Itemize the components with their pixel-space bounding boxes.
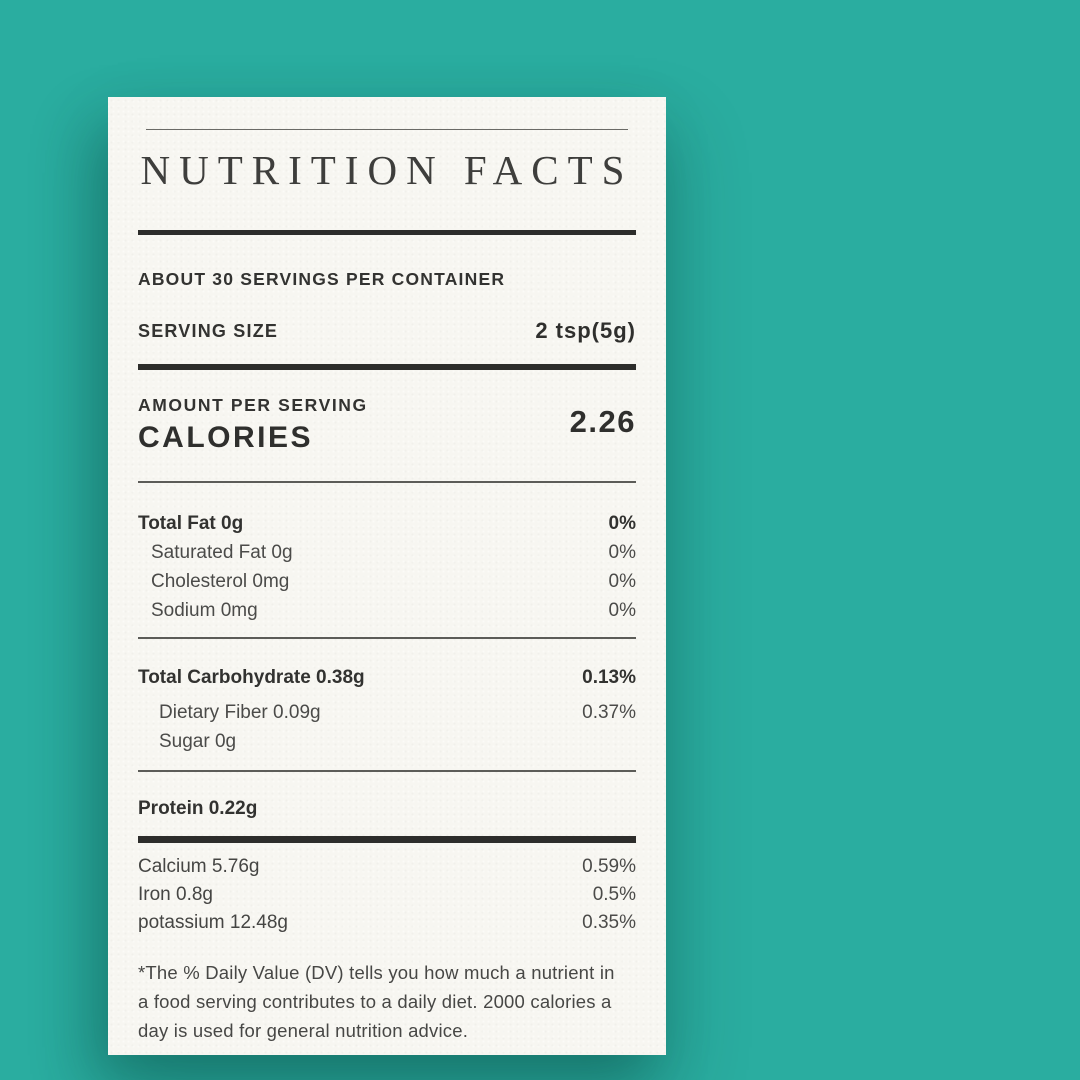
nutrient-dv: 0.35%	[582, 912, 636, 933]
label-title: NUTRITION FACTS	[140, 147, 634, 193]
nutrient-row-saturated-fat: Saturated Fat 0g 0%	[138, 538, 636, 567]
nutrient-name: Total Carbohydrate 0.38g	[138, 666, 365, 688]
nutrient-row-dietary-fiber: Dietary Fiber 0.09g 0.37%	[138, 698, 636, 727]
nutrient-row-protein: Protein 0.22g	[138, 794, 636, 823]
nutrient-name: Dietary Fiber 0.09g	[159, 701, 321, 723]
nutrient-name: Calcium 5.76g	[138, 856, 260, 877]
calories-value: 2.26	[569, 404, 636, 439]
divider-below-title	[138, 230, 636, 235]
nutrient-row-cholesterol: Cholesterol 0mg 0%	[138, 567, 636, 596]
daily-value-footnote: *The % Daily Value (DV) tells you how mu…	[138, 962, 615, 1041]
serving-size-row: SERVING SIZE 2 tsp(5g)	[138, 317, 636, 345]
nutrient-row-iron: Iron 0.8g 0.5%	[138, 881, 636, 909]
nutrient-name: Iron 0.8g	[138, 884, 213, 905]
nutrient-row-calcium: Calcium 5.76g 0.59%	[138, 853, 636, 881]
calories-label: CALORIES	[138, 421, 314, 454]
divider-below-serving	[138, 364, 636, 370]
nutrient-row-sodium: Sodium 0mg 0%	[138, 596, 636, 625]
carbohydrate-section: Total Carbohydrate 0.38g 0.13% Dietary F…	[138, 663, 636, 756]
serving-size-value: 2 tsp(5g)	[535, 318, 636, 343]
calories-left-column: AMOUNT PER SERVING CALORIES	[138, 394, 368, 456]
nutrient-name: Sodium 0mg	[151, 599, 258, 621]
nutrient-name: Total Fat 0g	[138, 512, 244, 534]
nutrient-row-sugar: Sugar 0g	[138, 727, 636, 756]
serving-size-label: SERVING SIZE	[138, 320, 279, 341]
nutrient-row-total-carbohydrate: Total Carbohydrate 0.38g 0.13%	[138, 663, 636, 692]
nutrient-name: Cholesterol 0mg	[151, 570, 290, 592]
fat-section: Total Fat 0g 0% Saturated Fat 0g 0% Chol…	[138, 509, 636, 625]
nutrient-name: Saturated Fat 0g	[151, 541, 293, 563]
calories-block: AMOUNT PER SERVING CALORIES 2.26	[138, 394, 636, 456]
nutrient-dv: 0.13%	[582, 666, 636, 688]
nutrient-dv: 0%	[608, 512, 636, 534]
nutrient-dv: 0%	[608, 570, 636, 592]
amount-per-serving-label: AMOUNT PER SERVING	[138, 395, 368, 415]
nutrient-dv: 0.37%	[582, 701, 636, 723]
top-hairline-divider	[146, 129, 628, 130]
nutrient-dv: 0.59%	[582, 856, 636, 877]
nutrient-dv: 0%	[608, 541, 636, 563]
nutrient-row-total-fat: Total Fat 0g 0%	[138, 509, 636, 538]
nutrient-dv: 0.5%	[592, 884, 636, 905]
divider-below-protein	[138, 836, 636, 843]
nutrient-name: Sugar 0g	[159, 730, 237, 752]
nutrient-name: Protein 0.22g	[138, 797, 258, 819]
nutrient-name: potassium 12.48g	[138, 912, 288, 933]
nutrient-row-potassium: potassium 12.48g 0.35%	[138, 909, 636, 937]
nutrition-label-card: NUTRITION FACTS ABOUT 30 SERVINGS PER CO…	[108, 97, 666, 1055]
divider-below-carb	[138, 770, 636, 772]
nutrient-dv: 0%	[608, 599, 636, 621]
mineral-section: Calcium 5.76g 0.59% Iron 0.8g 0.5% potas…	[138, 853, 636, 937]
divider-below-fat	[138, 637, 636, 639]
divider-below-calories	[138, 481, 636, 483]
servings-per-container-text: ABOUT 30 SERVINGS PER CONTAINER	[138, 269, 506, 289]
